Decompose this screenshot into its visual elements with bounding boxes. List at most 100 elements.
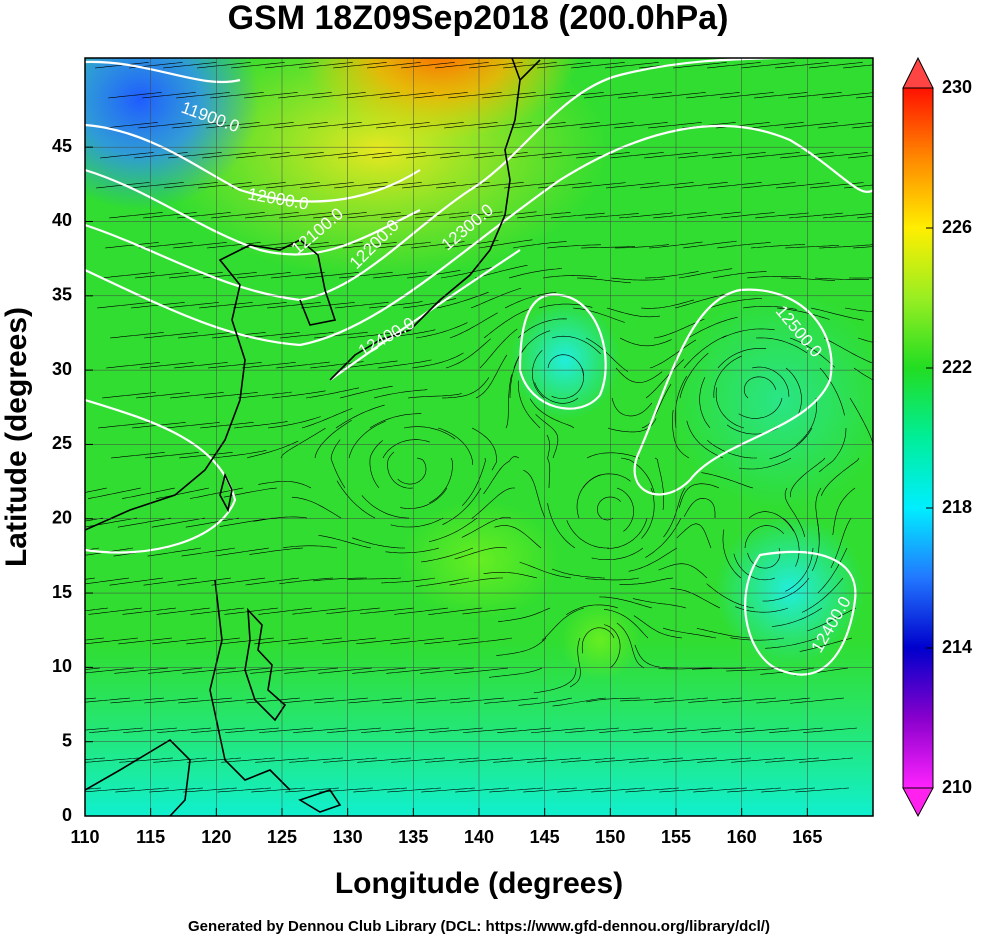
streamline bbox=[716, 242, 771, 249]
streamline bbox=[334, 301, 389, 309]
streamline bbox=[108, 212, 163, 219]
streamline bbox=[402, 298, 457, 309]
streamline bbox=[144, 452, 199, 459]
streamline bbox=[658, 667, 713, 670]
streamline bbox=[443, 122, 498, 129]
streamline bbox=[147, 547, 202, 557]
streamline bbox=[551, 367, 585, 399]
streamline bbox=[557, 787, 612, 793]
y-tick-label: 45 bbox=[52, 136, 72, 156]
streamline bbox=[298, 62, 353, 69]
streamline bbox=[318, 535, 372, 549]
streamline bbox=[175, 92, 230, 99]
streamline bbox=[103, 122, 158, 129]
streamline bbox=[415, 577, 470, 587]
streamline bbox=[259, 727, 314, 733]
streamline bbox=[662, 627, 717, 639]
streamline bbox=[494, 525, 542, 549]
streamline bbox=[658, 563, 708, 579]
streamline bbox=[572, 307, 625, 323]
streamline bbox=[429, 727, 484, 733]
streamline bbox=[595, 757, 650, 763]
streamline bbox=[400, 62, 455, 69]
x-tick-label: 125 bbox=[267, 827, 297, 847]
streamline bbox=[851, 125, 873, 129]
streamline bbox=[85, 517, 138, 528]
streamline bbox=[157, 727, 212, 733]
streamline bbox=[531, 350, 545, 399]
streamline bbox=[441, 377, 490, 399]
streamline bbox=[85, 787, 102, 790]
streamline bbox=[678, 483, 720, 508]
streamline bbox=[463, 727, 518, 733]
streamline bbox=[165, 422, 220, 429]
streamline bbox=[437, 427, 474, 465]
streamline bbox=[199, 422, 254, 429]
streamline bbox=[651, 92, 706, 99]
streamline bbox=[109, 577, 164, 586]
streamline bbox=[307, 122, 362, 129]
streamline bbox=[414, 211, 469, 219]
streamline bbox=[620, 697, 675, 702]
streamline bbox=[795, 397, 817, 446]
streamline bbox=[387, 787, 442, 793]
streamline bbox=[696, 628, 751, 639]
streamline bbox=[517, 380, 541, 429]
y-tick-label: 10 bbox=[52, 656, 72, 676]
streamline bbox=[264, 62, 319, 69]
streamline bbox=[409, 122, 464, 129]
streamline bbox=[659, 787, 714, 793]
streamline bbox=[610, 277, 665, 281]
streamline bbox=[607, 517, 648, 549]
streamline bbox=[237, 391, 292, 399]
streamline bbox=[135, 392, 190, 399]
streamline bbox=[687, 316, 738, 339]
streamline bbox=[308, 242, 363, 249]
x-tick-label: 110 bbox=[70, 827, 99, 847]
streamline bbox=[458, 637, 513, 645]
streamline bbox=[292, 607, 347, 615]
streamline bbox=[678, 268, 733, 279]
streamline bbox=[713, 355, 742, 399]
streamline bbox=[343, 360, 398, 369]
streamline bbox=[502, 62, 557, 69]
streamline bbox=[497, 727, 552, 733]
streamline bbox=[581, 627, 615, 654]
streamline bbox=[745, 152, 800, 159]
streamline bbox=[498, 607, 551, 622]
streamline bbox=[647, 122, 702, 129]
y-axis-label: Latitude (degrees) bbox=[0, 307, 33, 567]
streamline bbox=[546, 434, 551, 489]
streamline bbox=[686, 211, 741, 219]
streamline bbox=[576, 277, 631, 284]
streamline bbox=[738, 397, 783, 419]
streamline bbox=[756, 697, 811, 704]
streamline bbox=[401, 182, 456, 189]
streamline bbox=[312, 212, 367, 219]
streamline bbox=[507, 152, 562, 159]
streamline bbox=[474, 265, 528, 279]
streamline bbox=[496, 637, 547, 656]
streamline bbox=[197, 182, 252, 189]
streamline bbox=[338, 272, 393, 279]
streamline bbox=[535, 414, 559, 459]
streamline bbox=[738, 457, 792, 470]
streamline bbox=[817, 547, 848, 594]
streamline bbox=[471, 487, 515, 519]
streamline bbox=[743, 376, 777, 399]
streamline bbox=[212, 450, 267, 459]
streamline bbox=[177, 577, 232, 586]
streamline bbox=[367, 182, 422, 189]
streamline bbox=[503, 182, 558, 189]
streamline bbox=[434, 62, 489, 69]
streamline bbox=[104, 242, 159, 249]
streamline bbox=[645, 359, 685, 399]
streamline bbox=[424, 637, 479, 645]
streamline bbox=[107, 92, 162, 99]
streamline bbox=[186, 637, 241, 645]
streamline bbox=[243, 92, 298, 99]
streamline bbox=[817, 122, 872, 129]
streamline bbox=[611, 397, 653, 417]
streamline bbox=[211, 577, 266, 586]
streamline bbox=[715, 122, 770, 129]
